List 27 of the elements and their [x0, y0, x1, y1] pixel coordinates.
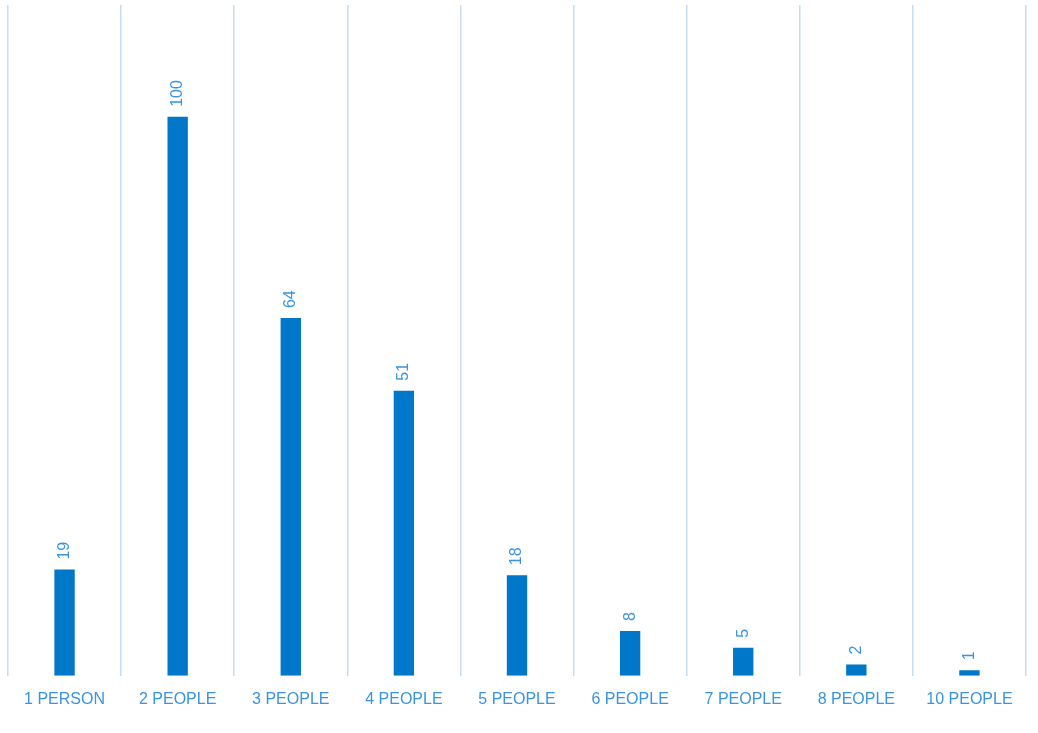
data-label: 18 [507, 547, 525, 566]
data-label: 19 [54, 541, 72, 560]
data-label: 2 [846, 645, 864, 655]
x-tick-label: 4 PEOPLE [365, 689, 443, 707]
x-tick-label: 6 PEOPLE [591, 689, 669, 707]
x-tick-label: 3 PEOPLE [252, 689, 330, 707]
data-label: 8 [620, 612, 638, 622]
x-tick-label: 10 PEOPLE [926, 689, 1013, 707]
bar [846, 664, 867, 676]
bar [280, 318, 301, 676]
bar [733, 647, 754, 676]
data-label: 5 [733, 628, 751, 638]
x-tick-label: 2 PEOPLE [138, 689, 217, 707]
bar [54, 569, 75, 676]
x-tick-label: 5 PEOPLE [478, 689, 556, 707]
x-tick-label: 8 PEOPLE [817, 689, 896, 707]
bar [506, 575, 528, 676]
data-label: 100 [168, 80, 186, 107]
x-tick-label: 1 PERSON [24, 689, 106, 707]
data-label: 1 [959, 651, 977, 661]
bar [619, 631, 641, 676]
x-tick-label: 7 PEOPLE [704, 689, 782, 707]
bar [167, 116, 188, 676]
data-label: 64 [281, 290, 299, 309]
bar [959, 670, 980, 676]
data-label: 51 [394, 362, 412, 381]
bar [393, 390, 415, 676]
